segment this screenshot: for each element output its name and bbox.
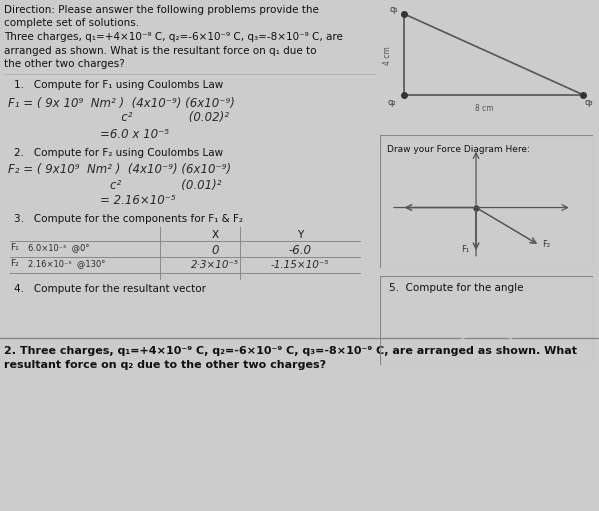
Text: 8 cm: 8 cm — [474, 104, 494, 112]
Text: F₂ = ( 9x10⁹  Nm² )  (4x10⁻⁹) (6x10⁻⁹): F₂ = ( 9x10⁹ Nm² ) (4x10⁻⁹) (6x10⁻⁹) — [8, 164, 231, 176]
Text: 4 cm: 4 cm — [383, 46, 392, 64]
Text: 3.   Compute for the components for F₁ & F₂: 3. Compute for the components for F₁ & F… — [14, 215, 243, 224]
Text: -6.0: -6.0 — [289, 244, 311, 257]
Text: Draw your Force Diagram Here:: Draw your Force Diagram Here: — [387, 145, 530, 154]
Text: -1.15×10⁻⁵: -1.15×10⁻⁵ — [271, 260, 329, 269]
Text: 5.  Compute for the angle: 5. Compute for the angle — [389, 283, 524, 293]
Text: = 2.16×10⁻⁵: = 2.16×10⁻⁵ — [100, 195, 176, 207]
Text: complete set of solutions.: complete set of solutions. — [4, 18, 139, 29]
Text: q₁: q₁ — [389, 5, 398, 14]
Text: Y: Y — [297, 229, 303, 240]
Text: 0: 0 — [211, 244, 219, 257]
Text: 6.0×10⁻⁵  @0°: 6.0×10⁻⁵ @0° — [28, 244, 89, 252]
Text: q₃: q₃ — [585, 98, 593, 107]
Text: 2. Three charges, q₁=+4×10⁻⁹ C, q₂=-6×10⁻⁹ C, q₃=-8×10⁻⁹ C, are arranged as show: 2. Three charges, q₁=+4×10⁻⁹ C, q₂=-6×10… — [4, 346, 577, 357]
Text: q₂: q₂ — [388, 98, 396, 107]
Text: F₂: F₂ — [10, 260, 19, 268]
Text: F₁ = ( 9x 10⁹  Nm² )  (4x10⁻⁹) (6x10⁻⁹): F₁ = ( 9x 10⁹ Nm² ) (4x10⁻⁹) (6x10⁻⁹) — [8, 97, 235, 109]
Text: 2.   Compute for F₂ using Coulombs Law: 2. Compute for F₂ using Coulombs Law — [14, 148, 223, 157]
Text: F₂: F₂ — [542, 240, 550, 249]
Text: 2·3×10⁻⁵: 2·3×10⁻⁵ — [191, 260, 239, 269]
Text: F₁: F₁ — [10, 244, 19, 252]
Text: Three charges, q₁=+4×10⁻⁹ C, q₂=-6×10⁻⁹ C, q₃=-8×10⁻⁹ C, are: Three charges, q₁=+4×10⁻⁹ C, q₂=-6×10⁻⁹ … — [4, 32, 343, 42]
Text: resultant force on q₂ due to the other two charges?: resultant force on q₂ due to the other t… — [4, 360, 326, 370]
Text: Direction: Please answer the following problems provide the: Direction: Please answer the following p… — [4, 5, 319, 15]
Text: 1.   Compute for F₁ using Coulombs Law: 1. Compute for F₁ using Coulombs Law — [14, 81, 223, 90]
Text: F₁: F₁ — [461, 245, 470, 254]
Text: the other two charges?: the other two charges? — [4, 59, 125, 69]
Text: 4.   Compute for the resultant vector: 4. Compute for the resultant vector — [14, 284, 206, 293]
Text: =6.0 x 10⁻⁵: =6.0 x 10⁻⁵ — [100, 128, 169, 141]
Text: c²               (0.02)²: c² (0.02)² — [80, 111, 229, 125]
Text: c²                (0.01)²: c² (0.01)² — [80, 178, 222, 192]
Text: arranged as shown. What is the resultant force on q₁ due to: arranged as shown. What is the resultant… — [4, 45, 316, 56]
Text: 2.16×10⁻⁵  @130°: 2.16×10⁻⁵ @130° — [28, 260, 105, 268]
Text: X: X — [211, 229, 219, 240]
